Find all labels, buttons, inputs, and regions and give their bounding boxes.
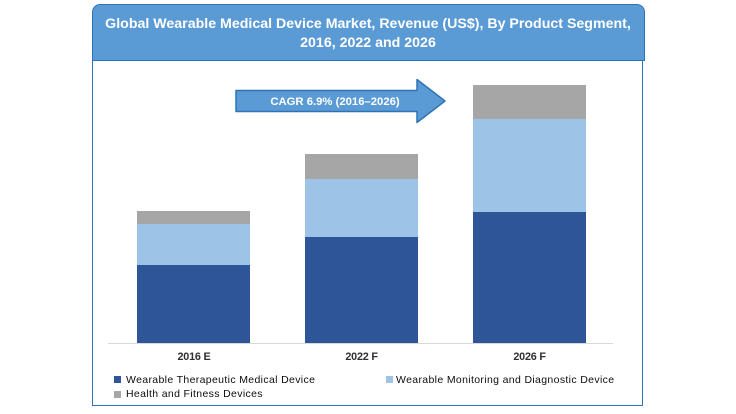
svg-text:CAGR 6.9% (2016–2026): CAGR 6.9% (2016–2026): [270, 96, 400, 108]
